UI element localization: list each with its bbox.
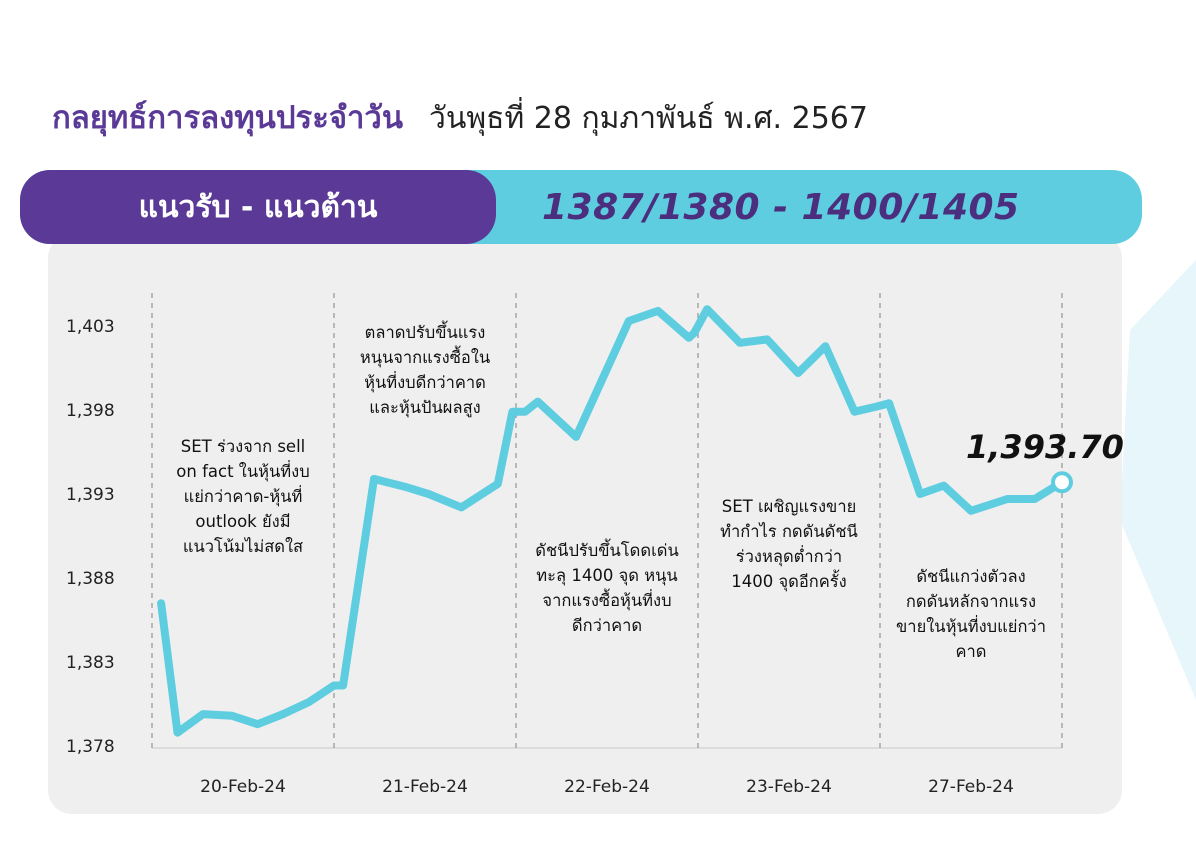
annotation-line: 1400 จุดอีกครั้ง — [731, 572, 847, 591]
annotation-line: ดัชนีแกว่งตัวลง — [916, 567, 1026, 586]
annotation-line: ร่วงหลุดต่ำกว่า — [735, 547, 843, 566]
support-resistance-label: แนวรับ - แนวต้าน — [138, 189, 378, 225]
y-tick-label: 1,398 — [66, 401, 115, 421]
annotation-line: หุ้นที่งบดีกว่าคาด — [364, 373, 486, 392]
y-tick-label: 1,383 — [66, 653, 115, 673]
annotation-text: ตลาดปรับขึ้นแรงหนุนจากแรงซื้อในหุ้นที่งบ… — [330, 320, 520, 420]
y-tick-label: 1,388 — [66, 569, 115, 589]
x-tick-label: 20-Feb-24 — [200, 777, 286, 797]
annotation-line: กดดันหลักจากแรง — [905, 592, 1037, 611]
page-header: กลยุทธ์การลงทุนประจำวัน วันพุธที่ 28 กุม… — [52, 92, 868, 142]
annotation-line: ตลาดปรับขึ้นแรง — [364, 323, 486, 342]
annotation-line: outlook ยังมี — [195, 512, 291, 531]
annotation-line: หนุนจากแรงซื้อใน — [359, 348, 491, 367]
annotation-line: แนวโน้มไม่สดใส — [182, 537, 304, 556]
support-resistance-value-box: 1387/1380 - 1400/1405 — [542, 170, 1020, 244]
page-date: วันพุธที่ 28 กุมภาพันธ์ พ.ศ. 2567 — [429, 101, 868, 136]
annotation-line: ดีกว่าคาด — [571, 616, 643, 635]
x-tick-label: 22-Feb-24 — [564, 777, 650, 797]
x-tick-label: 27-Feb-24 — [928, 777, 1014, 797]
annotation-line: ทะลุ 1400 จุด หนุน — [536, 566, 678, 585]
support-resistance-band: แนวรับ - แนวต้าน 1387/1380 - 1400/1405 — [20, 170, 1142, 244]
last-point-marker — [1051, 471, 1073, 494]
annotation-line: และหุ้นปันผลสูง — [369, 398, 481, 417]
last-value-label: 1,393.70 — [966, 428, 1124, 466]
y-tick-label: 1,378 — [66, 737, 115, 757]
support-resistance-label-box: แนวรับ - แนวต้าน — [20, 170, 496, 244]
annotation-text: SET เผชิญแรงขายทำกำไร กดดันดัชนีร่วงหลุด… — [694, 494, 884, 594]
annotation-text: SET ร่วงจาก sell on fact ในหุ้นที่งบแย่กว… — [148, 434, 338, 559]
annotation-line: จากแรงซื้อหุ้นที่งบ — [542, 591, 672, 610]
y-tick-label: 1,403 — [66, 317, 115, 337]
annotation-text: ดัชนีแกว่งตัวลงกดดันหลักจากแรงขายในหุ้นท… — [876, 564, 1066, 664]
annotation-line: on fact ในหุ้นที่งบ — [176, 462, 310, 481]
page-title: กลยุทธ์การลงทุนประจำวัน — [52, 100, 404, 136]
annotation-line: ทำกำไร กดดันดัชนี — [720, 522, 858, 541]
x-tick-label: 21-Feb-24 — [382, 777, 468, 797]
series-line — [157, 305, 1066, 737]
y-tick-label: 1,393 — [66, 485, 115, 505]
annotation-line: ดัชนีปรับขึ้นโดดเด่น — [535, 541, 679, 560]
x-tick-label: 23-Feb-24 — [746, 777, 832, 797]
annotation-line: SET ร่วงจาก sell — [180, 437, 306, 456]
annotation-line: คาด — [955, 642, 987, 661]
support-resistance-value: 1387/1380 - 1400/1405 — [542, 186, 1020, 228]
annotation-line: SET เผชิญแรงขาย — [721, 497, 857, 516]
annotation-text: ดัชนีปรับขึ้นโดดเด่นทะลุ 1400 จุด หนุนจา… — [512, 538, 702, 638]
annotation-line: แย่กว่าคาด-หุ้นที่ — [183, 487, 303, 506]
annotation-line: ขายในหุ้นที่งบแย่กว่า — [896, 617, 1046, 636]
